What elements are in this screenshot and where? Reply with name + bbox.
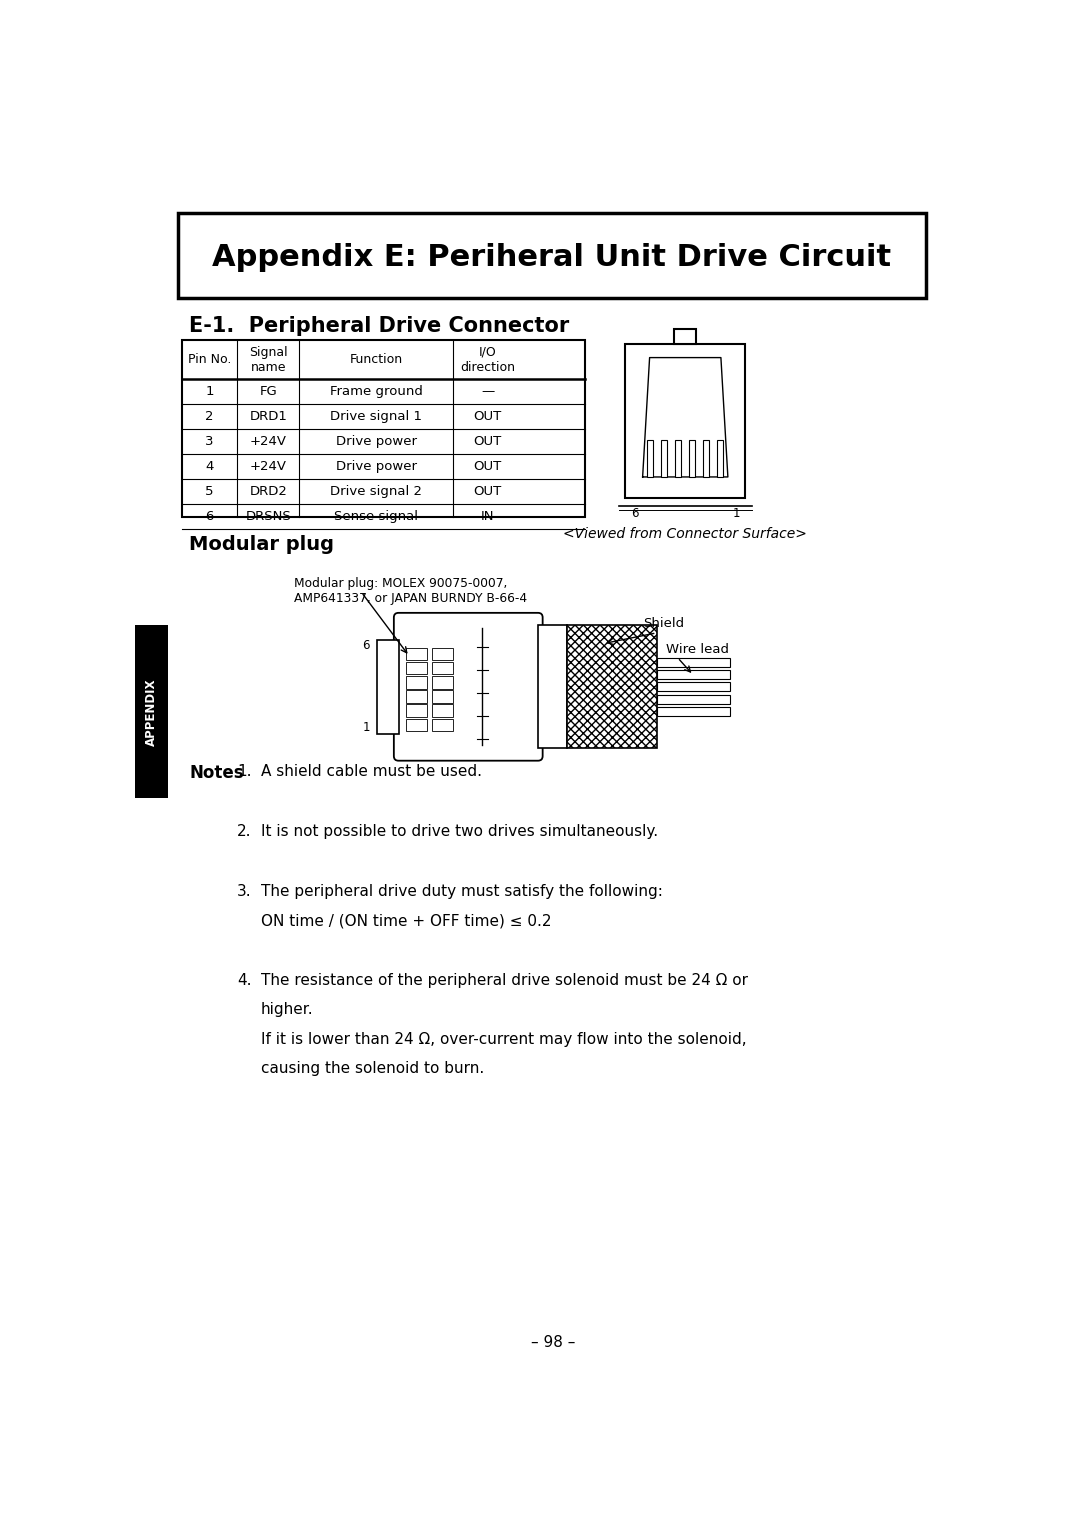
Text: E-1.  Peripheral Drive Connector: E-1. Peripheral Drive Connector: [189, 316, 569, 336]
Bar: [567, 625, 657, 748]
Bar: [406, 690, 428, 704]
Text: 4.: 4.: [238, 973, 252, 989]
Text: +24V: +24V: [249, 460, 287, 472]
Bar: [406, 705, 428, 717]
Text: Signal
name: Signal name: [249, 345, 287, 374]
Bar: [432, 690, 453, 704]
Text: higher.: higher.: [260, 1003, 313, 1018]
Bar: [657, 707, 730, 716]
Bar: [661, 440, 667, 477]
Bar: [406, 647, 428, 661]
Text: 6: 6: [205, 510, 214, 523]
Text: APPENDIX: APPENDIX: [145, 679, 158, 747]
Text: 6: 6: [362, 639, 369, 653]
Text: Frame ground: Frame ground: [329, 385, 422, 397]
Bar: [717, 440, 723, 477]
Text: Pin No.: Pin No.: [188, 353, 231, 366]
Text: DRD1: DRD1: [249, 409, 287, 423]
Text: +24V: +24V: [249, 435, 287, 448]
Text: OUT: OUT: [473, 409, 502, 423]
Text: The peripheral drive duty must satisfy the following:: The peripheral drive duty must satisfy t…: [260, 885, 662, 898]
Text: Drive power: Drive power: [336, 435, 417, 448]
Text: 5: 5: [205, 484, 214, 498]
Bar: [657, 682, 730, 691]
Bar: [135, 625, 167, 799]
Text: 1.: 1.: [238, 763, 252, 779]
Text: A shield cable must be used.: A shield cable must be used.: [260, 763, 482, 779]
Bar: [625, 343, 745, 498]
Bar: [181, 340, 584, 517]
Text: It is not possible to drive two drives simultaneously.: It is not possible to drive two drives s…: [260, 823, 658, 839]
Bar: [657, 694, 730, 704]
Bar: [703, 440, 710, 477]
Bar: [177, 213, 926, 297]
Bar: [377, 639, 399, 734]
Bar: [648, 440, 653, 477]
Text: Drive signal 1: Drive signal 1: [330, 409, 422, 423]
Bar: [689, 440, 696, 477]
Bar: [674, 328, 697, 343]
Text: Function: Function: [350, 353, 403, 366]
Bar: [432, 705, 453, 717]
Bar: [432, 647, 453, 661]
Text: ON time / (ON time + OFF time) ≤ 0.2: ON time / (ON time + OFF time) ≤ 0.2: [260, 914, 551, 927]
Text: I/O
direction: I/O direction: [460, 345, 515, 374]
Text: Notes: Notes: [189, 763, 244, 782]
Bar: [432, 662, 453, 675]
Text: OUT: OUT: [473, 460, 502, 472]
Bar: [406, 676, 428, 688]
Text: Shield: Shield: [643, 618, 684, 630]
Bar: [657, 658, 730, 667]
Text: 2.: 2.: [238, 823, 252, 839]
Text: – 98 –: – 98 –: [531, 1335, 576, 1351]
Bar: [675, 440, 681, 477]
Text: <Viewed from Connector Surface>: <Viewed from Connector Surface>: [564, 526, 807, 541]
Text: Wire lead: Wire lead: [666, 644, 729, 656]
Bar: [406, 662, 428, 675]
Bar: [538, 625, 567, 748]
Bar: [432, 719, 453, 731]
Text: 1: 1: [362, 721, 369, 734]
Text: —: —: [481, 385, 495, 397]
Text: FG: FG: [259, 385, 278, 397]
Text: 6: 6: [631, 507, 638, 520]
Text: If it is lower than 24 Ω, over-current may flow into the solenoid,: If it is lower than 24 Ω, over-current m…: [260, 1032, 746, 1047]
Text: 4: 4: [205, 460, 214, 472]
Text: Drive signal 2: Drive signal 2: [330, 484, 422, 498]
Text: DRSNS: DRSNS: [245, 510, 292, 523]
Text: Sense signal: Sense signal: [334, 510, 418, 523]
Text: DRD2: DRD2: [249, 484, 287, 498]
Text: Drive power: Drive power: [336, 460, 417, 472]
Bar: [432, 676, 453, 688]
Text: 2: 2: [205, 409, 214, 423]
FancyBboxPatch shape: [394, 613, 542, 760]
Bar: [406, 719, 428, 731]
Bar: [657, 670, 730, 679]
Text: 3: 3: [205, 435, 214, 448]
Text: The resistance of the peripheral drive solenoid must be 24 Ω or: The resistance of the peripheral drive s…: [260, 973, 747, 989]
Text: Appendix E: Periheral Unit Drive Circuit: Appendix E: Periheral Unit Drive Circuit: [212, 242, 891, 271]
Text: 3.: 3.: [238, 885, 252, 898]
Text: Modular plug: MOLEX 90075-0007,
AMP641337, or JAPAN BURNDY B-66-4: Modular plug: MOLEX 90075-0007, AMP64133…: [294, 578, 527, 606]
Text: 1: 1: [732, 507, 740, 520]
Text: OUT: OUT: [473, 435, 502, 448]
Text: OUT: OUT: [473, 484, 502, 498]
Text: IN: IN: [481, 510, 495, 523]
Text: Modular plug: Modular plug: [189, 535, 334, 553]
Text: 1: 1: [205, 385, 214, 397]
Text: causing the solenoid to burn.: causing the solenoid to burn.: [260, 1061, 484, 1076]
